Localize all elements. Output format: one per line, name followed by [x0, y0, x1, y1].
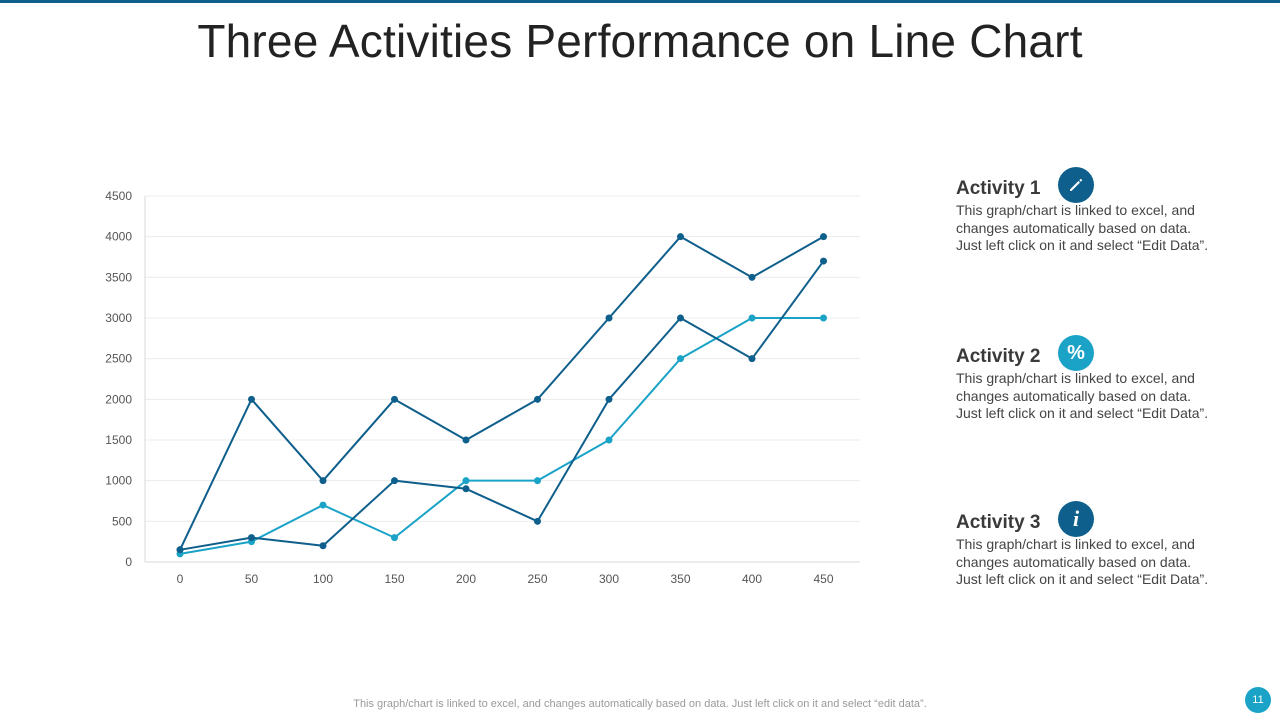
y-tick-label: 2500 — [105, 352, 132, 366]
data-point-activity-3 — [748, 355, 756, 363]
data-point-activity-2 — [462, 477, 470, 485]
activity-3-block: Activity 3 This graph/chart is linked to… — [956, 512, 1246, 589]
x-tick-label: 150 — [384, 572, 404, 586]
activity-2-desc-line: Just left click on it and select “Edit D… — [956, 405, 1209, 421]
data-point-activity-1 — [677, 233, 684, 241]
percent-icon: % — [1058, 335, 1094, 371]
activity-1-desc-line: This graph/chart is linked to excel, and — [956, 202, 1195, 218]
data-point-activity-1 — [605, 314, 613, 322]
series-line-activity-3 — [179, 260, 825, 551]
activity-1-title: Activity 1 — [956, 178, 1041, 199]
activity-1-description: This graph/chart is linked to excel, and… — [956, 202, 1246, 255]
activity-3-title: Activity 3 — [956, 512, 1041, 533]
activity-2-desc-line: This graph/chart is linked to excel, and — [956, 370, 1195, 386]
y-tick-label: 3000 — [105, 311, 132, 325]
x-tick-label: 400 — [742, 572, 762, 586]
data-point-activity-1 — [391, 395, 398, 403]
activity-3-description: This graph/chart is linked to excel, and… — [956, 536, 1246, 589]
top-accent-bar — [0, 0, 1280, 3]
data-point-activity-3 — [391, 477, 398, 485]
data-point-activity-3 — [176, 546, 184, 554]
data-point-activity-1 — [748, 273, 756, 281]
y-tick-label: 4000 — [105, 230, 132, 244]
data-point-activity-2 — [534, 477, 541, 485]
x-tick-label: 350 — [670, 572, 690, 586]
activity-2-title: Activity 2 — [956, 346, 1041, 367]
series-line-activity-1 — [179, 235, 824, 551]
y-tick-label: 500 — [112, 514, 132, 528]
activity-3-desc-line: Just left click on it and select “Edit D… — [956, 571, 1209, 587]
activity-1-desc-line: changes automatically based on data. — [956, 219, 1192, 236]
data-point-activity-3 — [462, 485, 470, 493]
y-tick-label: 1500 — [105, 433, 132, 447]
data-point-activity-1 — [820, 233, 827, 241]
data-point-activity-2 — [748, 314, 756, 322]
activity-2-desc-line: changes automatically based on data. — [956, 387, 1192, 404]
x-tick-label: 0 — [177, 572, 184, 586]
series-line-activity-2 — [179, 317, 824, 555]
y-tick-label: 1000 — [105, 474, 132, 488]
activity-3-desc-line: This graph/chart is linked to excel, and — [956, 536, 1195, 552]
activity-2-description: This graph/chart is linked to excel, and… — [956, 370, 1246, 423]
y-tick-label: 3500 — [105, 270, 132, 284]
y-tick-label: 0 — [125, 555, 132, 569]
data-point-activity-2 — [677, 355, 684, 363]
data-point-activity-2 — [319, 501, 327, 509]
data-point-activity-2 — [391, 534, 398, 542]
x-tick-label: 100 — [313, 572, 333, 586]
data-point-activity-2 — [605, 436, 613, 444]
data-point-activity-1 — [462, 436, 470, 444]
slide-title: Three Activities Performance on Line Cha… — [197, 15, 1083, 67]
data-point-activity-1 — [319, 477, 327, 485]
activity-2-block: Activity 2 This graph/chart is linked to… — [956, 346, 1246, 423]
x-tick-label: 250 — [527, 572, 547, 586]
x-tick-label: 300 — [599, 572, 619, 586]
data-point-activity-3 — [605, 395, 613, 403]
data-point-activity-3 — [677, 314, 684, 322]
activity-1-desc-line: Just left click on it and select “Edit D… — [956, 237, 1209, 253]
data-point-activity-3 — [319, 542, 327, 550]
data-point-activity-2 — [820, 314, 827, 322]
y-tick-label: 4500 — [105, 189, 132, 203]
x-tick-label: 450 — [813, 572, 833, 586]
info-icon: i — [1058, 501, 1094, 537]
data-point-activity-3 — [534, 517, 541, 525]
activity-1-block: Activity 1 This graph/chart is linked to… — [956, 178, 1246, 255]
data-point-activity-3 — [248, 534, 255, 542]
x-tick-label: 50 — [245, 572, 259, 586]
page-number-badge: 11 — [1245, 687, 1271, 713]
x-tick-label: 200 — [456, 572, 476, 586]
data-point-activity-1 — [534, 395, 541, 403]
pencil-icon — [1058, 167, 1094, 203]
activity-3-desc-line: changes automatically based on data. — [956, 553, 1192, 570]
data-point-activity-1 — [248, 395, 255, 403]
footer-note: This graph/chart is linked to excel, and… — [353, 698, 927, 710]
data-point-activity-3 — [820, 257, 827, 265]
y-tick-label: 2000 — [105, 392, 132, 406]
